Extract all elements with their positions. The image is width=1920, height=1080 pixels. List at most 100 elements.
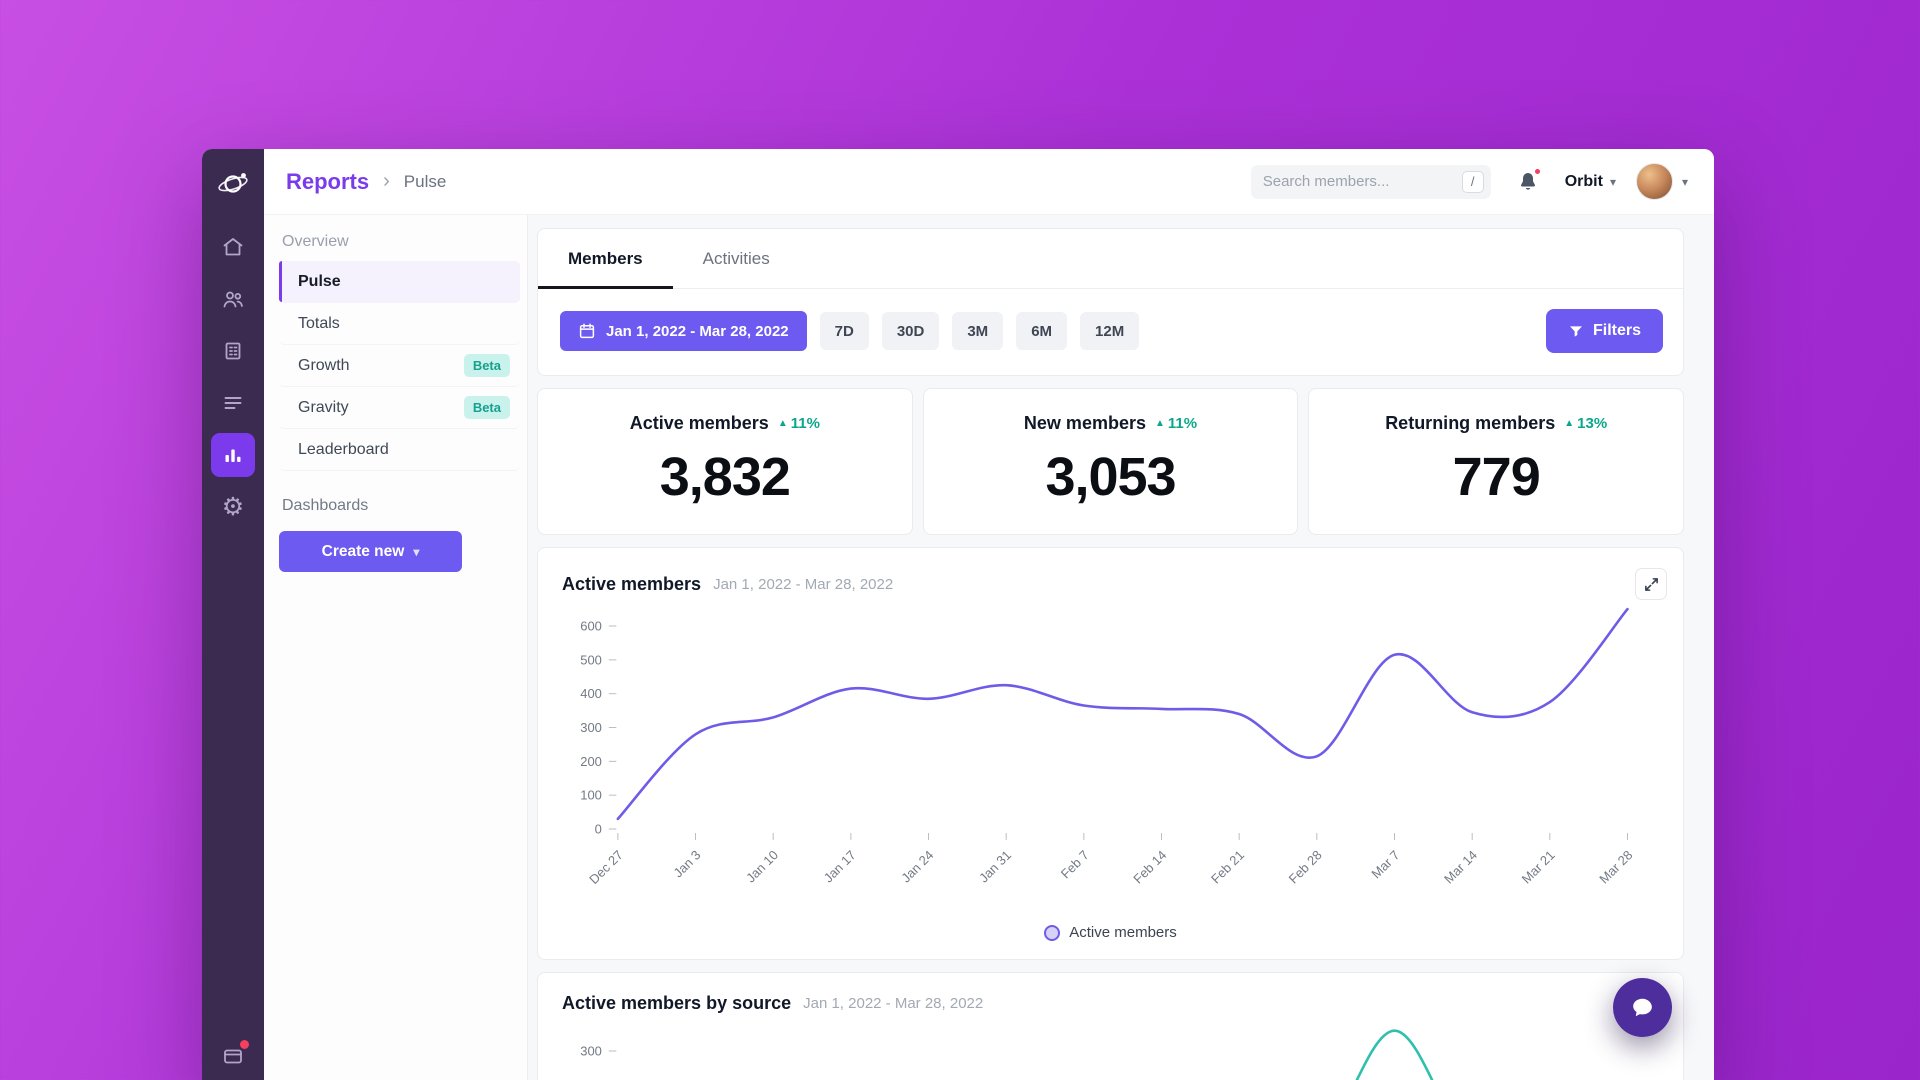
chat-bubble-icon — [1633, 998, 1652, 1017]
orbit-logo-icon — [218, 173, 248, 193]
chart-legend[interactable]: Active members — [538, 924, 1683, 959]
range-6m-button[interactable]: 6M — [1016, 312, 1068, 350]
date-controls-row: Jan 1, 2022 - Mar 28, 2022 7D 30D 3M 6M … — [538, 289, 1683, 375]
delta-badge: ▲ 11% — [1155, 415, 1197, 432]
svg-text:400: 400 — [580, 686, 602, 701]
legend-dot-icon — [1044, 924, 1061, 941]
stat-label: Active members — [629, 413, 769, 433]
chevron-down-icon: ▾ — [1609, 174, 1616, 189]
chart-title: Active members by source — [562, 993, 792, 1013]
delta-badge: ▲ 11% — [778, 415, 820, 432]
stats-row: Active members ▲ 11% 3,832 New members — [537, 388, 1685, 535]
tab-bar: Members Activities — [538, 229, 1683, 289]
range-12m-button[interactable]: 12M — [1080, 312, 1140, 350]
calendar-icon — [579, 323, 595, 339]
bar-chart-icon — [225, 449, 241, 462]
settings-nav-button[interactable]: ⚙ — [211, 485, 255, 529]
up-triangle-icon: ▲ — [1564, 418, 1575, 429]
svg-text:Feb 7: Feb 7 — [1058, 847, 1092, 881]
sidebar-item-gravity[interactable]: Gravity Beta — [279, 387, 520, 429]
orbit-logo[interactable] — [214, 165, 252, 203]
search-box[interactable]: / — [1250, 164, 1491, 199]
search-shortcut-key: / — [1461, 170, 1484, 193]
svg-text:Jan 24: Jan 24 — [898, 847, 936, 885]
tab-members[interactable]: Members — [538, 229, 673, 289]
active-members-chart-card: Active members Jan 1, 2022 - Mar 28, 202… — [537, 547, 1684, 960]
svg-text:300: 300 — [580, 1043, 602, 1058]
tab-activities[interactable]: Activities — [702, 249, 770, 268]
svg-text:Feb 28: Feb 28 — [1286, 847, 1325, 886]
svg-text:Jan 31: Jan 31 — [976, 847, 1014, 885]
sidebar-item-totals[interactable]: Totals — [279, 303, 520, 345]
chart-subtitle: Jan 1, 2022 - Mar 28, 2022 — [713, 575, 894, 593]
svg-text:Mar 21: Mar 21 — [1519, 847, 1558, 886]
stat-value: 3,053 — [1045, 447, 1176, 507]
chart-subtitle: Jan 1, 2022 - Mar 28, 2022 — [803, 995, 984, 1012]
create-new-label: Create new — [321, 542, 405, 560]
chart-title: Active members — [562, 573, 702, 594]
svg-text:Mar 14: Mar 14 — [1441, 847, 1480, 886]
sidebar-section-overview: Overview — [282, 233, 349, 250]
members-by-source-chart: 300 — [580, 1029, 1434, 1080]
delta-badge: ▲ 13% — [1564, 415, 1607, 432]
workspace-name: Orbit — [1564, 172, 1603, 190]
stat-label: New members — [1023, 413, 1146, 433]
date-range-label: Jan 1, 2022 - Mar 28, 2022 — [606, 322, 789, 340]
breadcrumb-reports-link[interactable]: Reports — [286, 168, 370, 194]
filter-funnel-icon — [1569, 326, 1582, 337]
members-by-source-chart-card: Active members by source Jan 1, 2022 - M… — [537, 972, 1684, 1080]
create-new-button[interactable]: Create new ▾ — [279, 531, 462, 572]
filters-button[interactable]: Filters — [1545, 309, 1663, 353]
whats-new-button[interactable] — [211, 1034, 255, 1078]
sidebar-item-label: Growth — [298, 356, 350, 374]
svg-text:Jan 10: Jan 10 — [743, 847, 781, 885]
help-chat-button[interactable] — [1613, 978, 1672, 1037]
expand-icon — [1644, 577, 1658, 591]
chevron-down-icon: ▾ — [413, 544, 420, 559]
notification-dot — [1532, 166, 1542, 176]
range-7d-button[interactable]: 7D — [819, 312, 869, 350]
svg-text:100: 100 — [580, 788, 602, 803]
home-nav-button[interactable] — [211, 225, 255, 269]
reports-sidebar: Overview Pulse Totals Growth Beta Gravit… — [264, 215, 528, 1080]
sidebar-item-leaderboard[interactable]: Leaderboard — [279, 429, 520, 471]
sidebar-section-dashboards: Dashboards — [282, 497, 369, 514]
sidebar-item-label: Gravity — [298, 398, 349, 416]
expand-chart-button[interactable] — [1635, 568, 1667, 600]
svg-text:600: 600 — [580, 619, 602, 634]
members-nav-button[interactable] — [211, 277, 255, 321]
delta-value: 11% — [1167, 415, 1198, 432]
avatar-chevron-down-icon[interactable]: ▾ — [1681, 174, 1688, 189]
bell-icon — [1520, 172, 1535, 190]
sidebar-item-growth[interactable]: Growth Beta — [279, 345, 520, 387]
topbar: Reports › Pulse / Orbit ▾ ▾ — [264, 149, 1714, 215]
svg-text:300: 300 — [580, 720, 602, 735]
delta-value: 13% — [1577, 415, 1608, 432]
svg-text:0: 0 — [595, 821, 602, 836]
activities-nav-button[interactable] — [211, 381, 255, 425]
workspace-switcher[interactable]: Orbit ▾ — [1565, 173, 1616, 191]
date-range-button[interactable]: Jan 1, 2022 - Mar 28, 2022 — [560, 311, 807, 351]
whats-new-icon — [224, 1049, 242, 1064]
breadcrumb-separator: › — [383, 170, 390, 192]
stat-value: 3,832 — [659, 447, 791, 507]
notification-dot — [240, 1040, 249, 1049]
notifications-button[interactable] — [1515, 166, 1542, 195]
organizations-nav-button[interactable] — [211, 329, 255, 373]
svg-text:Jan 17: Jan 17 — [821, 847, 859, 885]
user-avatar[interactable] — [1635, 163, 1673, 200]
range-3m-button[interactable]: 3M — [952, 312, 1004, 350]
reports-nav-button[interactable] — [211, 433, 255, 477]
gear-icon: ⚙ — [221, 492, 245, 521]
range-30d-button[interactable]: 30D — [881, 312, 940, 350]
svg-text:Feb 21: Feb 21 — [1208, 847, 1247, 886]
delta-value: 11% — [790, 415, 820, 432]
svg-text:Feb 14: Feb 14 — [1130, 847, 1169, 886]
active-members-chart: 0 100 200 300 400 500 600 Dec 27 Jan 3 Jan 10 Jan … — [580, 607, 1635, 887]
activity-list-icon — [224, 397, 242, 409]
sidebar-item-pulse[interactable]: Pulse — [279, 261, 520, 303]
search-input[interactable] — [1262, 173, 1462, 190]
sidebar-item-label: Totals — [298, 314, 340, 332]
app-window: ⚙ Reports › Pulse / — [202, 149, 1714, 1080]
filters-label: Filters — [1592, 322, 1641, 339]
